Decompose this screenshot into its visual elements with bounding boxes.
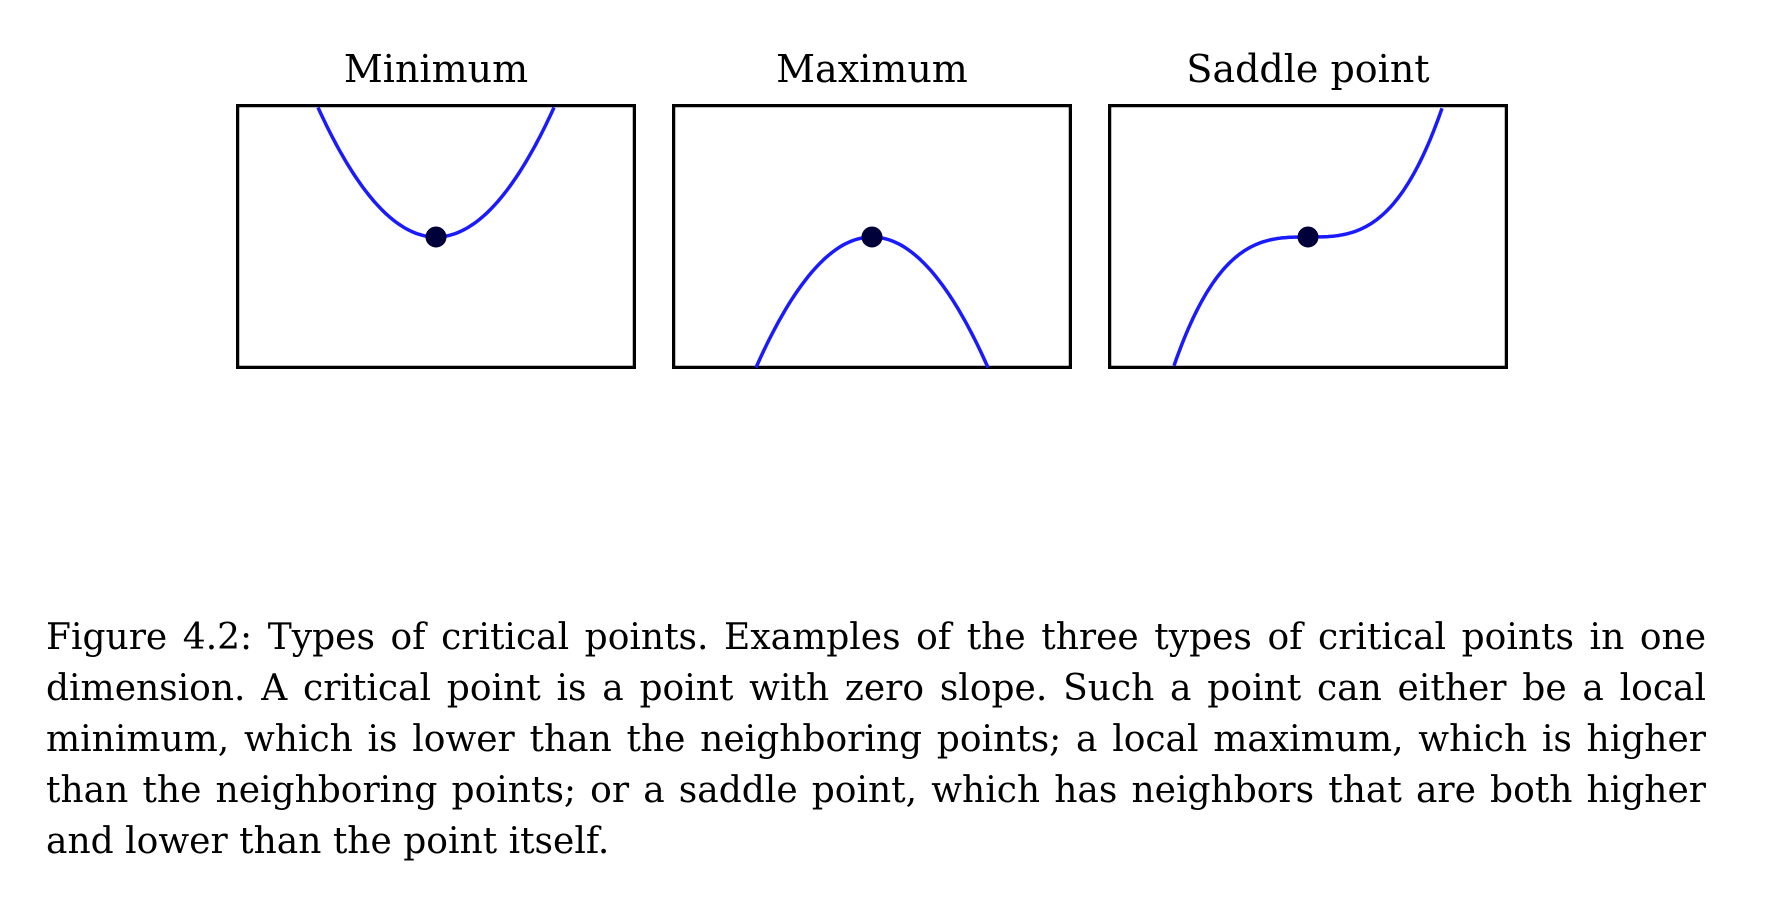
plot-frame xyxy=(236,104,636,369)
critical-point-maximum xyxy=(861,226,883,248)
plot-minimum xyxy=(236,104,636,369)
curve-maximum xyxy=(754,235,990,369)
panel-title-saddle: Saddle point xyxy=(1186,47,1430,91)
panel-saddle xyxy=(1108,104,1508,369)
panel-maximum xyxy=(672,104,1072,369)
plot-frame xyxy=(672,104,1072,369)
panel-title-maximum: Maximum xyxy=(776,47,968,91)
panel-minimum xyxy=(236,104,636,369)
panel-title-minimum: Minimum xyxy=(343,47,529,91)
critical-point-minimum xyxy=(425,226,447,248)
curve-minimum xyxy=(316,106,556,239)
critical-point-saddle xyxy=(1297,226,1319,248)
plot-maximum xyxy=(672,104,1072,369)
plot-frame xyxy=(1108,104,1508,369)
plot-saddle xyxy=(1108,104,1508,369)
figure-caption: Figure 4.2: Types of critical points. Ex… xyxy=(46,617,1706,862)
